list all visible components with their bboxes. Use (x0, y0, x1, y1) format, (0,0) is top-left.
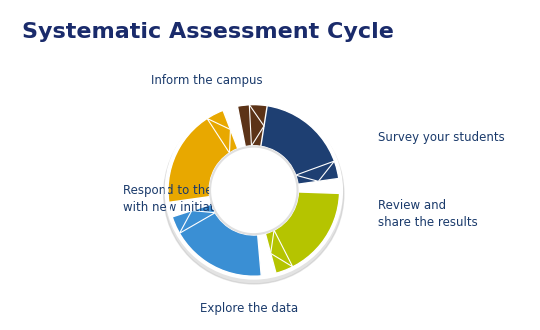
Polygon shape (207, 118, 231, 153)
Polygon shape (249, 105, 264, 146)
Text: Explore the data: Explore the data (200, 302, 299, 315)
Wedge shape (251, 105, 339, 184)
Polygon shape (271, 230, 293, 267)
Text: Systematic Assessment Cycle: Systematic Assessment Cycle (22, 22, 394, 42)
Circle shape (164, 104, 344, 284)
Wedge shape (172, 204, 261, 276)
Wedge shape (168, 110, 238, 202)
Text: Survey your students: Survey your students (378, 131, 505, 144)
Text: Respond to the data
with new initiatives: Respond to the data with new initiatives (123, 184, 244, 214)
Wedge shape (238, 105, 267, 147)
Circle shape (210, 147, 298, 234)
Text: Inform the campus: Inform the campus (151, 74, 262, 87)
Wedge shape (265, 192, 340, 273)
Polygon shape (179, 211, 215, 233)
Polygon shape (296, 161, 334, 181)
Circle shape (166, 103, 341, 278)
Text: Review and
share the results: Review and share the results (378, 199, 478, 229)
